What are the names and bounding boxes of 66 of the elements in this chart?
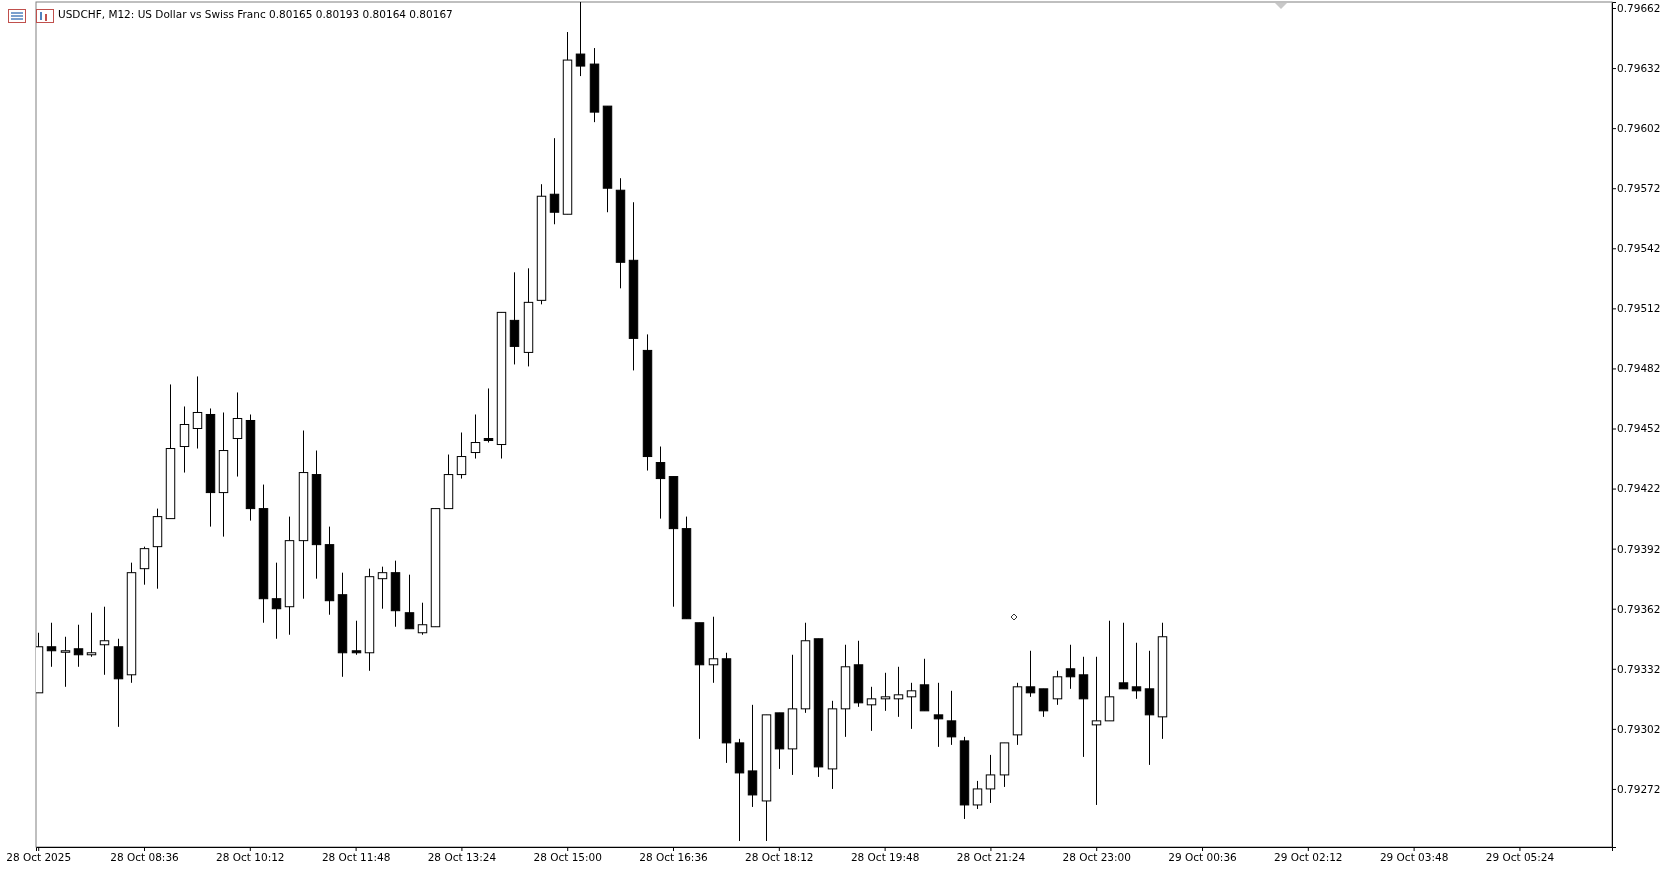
text: USDCHF, M12: US Dollar vs Swiss Franc 0.80165 0.80193 0.80164 0.80167 — [58, 8, 453, 20]
x-tick-label: 29 Oct 03:48 — [1379, 851, 1449, 864]
candlestick — [456, 432, 467, 480]
candlestick — [139, 546, 150, 586]
candlestick — [73, 624, 84, 668]
candlestick — [377, 566, 388, 610]
x-tick-label: 29 Oct 05:24 — [1485, 851, 1555, 864]
candlestick — [549, 137, 560, 225]
candlestick — [271, 562, 282, 640]
candlestick — [893, 666, 904, 718]
x-tick-label: 28 Oct 13:24 — [427, 851, 497, 864]
y-tick-label: 0.79542 — [1617, 242, 1661, 255]
candlestick — [655, 446, 666, 520]
x-tick-label: 28 Oct 2025 — [6, 851, 72, 864]
candlestick — [906, 682, 917, 730]
x-tick-label: 28 Oct 10:12 — [216, 851, 285, 864]
y-tick-label: 0.79362 — [1617, 602, 1661, 615]
candlestick — [946, 690, 957, 746]
y-tick-label: 0.79572 — [1617, 182, 1661, 195]
y-tick-label: 0.79452 — [1617, 422, 1661, 435]
candlestick — [1131, 642, 1142, 700]
y-tick-label: 0.79302 — [1617, 722, 1661, 735]
y-tick-label: 0.79392 — [1617, 542, 1661, 555]
candlestick — [86, 612, 97, 658]
candlestick — [708, 616, 719, 684]
candlestick — [99, 606, 110, 676]
candlestick — [232, 391, 243, 478]
x-tick-label: 28 Oct 16:36 — [639, 851, 709, 864]
candlestick — [1052, 670, 1063, 706]
candlestick — [1118, 622, 1129, 690]
y-tick-label: 0.79422 — [1617, 482, 1661, 495]
y-tick-label: 0.79332 — [1617, 662, 1661, 675]
candlestick — [351, 620, 362, 656]
x-tick-label: 28 Oct 19:48 — [850, 851, 920, 864]
candlestick — [46, 622, 57, 668]
candlestick — [179, 405, 190, 474]
candlestick — [470, 413, 481, 460]
candlestick — [60, 636, 71, 688]
candlestick — [933, 682, 944, 748]
candlestick — [417, 602, 428, 636]
x-tick-label: 28 Oct 18:12 — [745, 851, 814, 864]
x-tick-label: 28 Oct 21:24 — [956, 851, 1026, 864]
x-tick-label: 28 Oct 15:00 — [533, 851, 602, 864]
y-tick-label: 0.79272 — [1617, 782, 1661, 795]
candlestick — [866, 686, 877, 732]
candlestick — [1025, 650, 1036, 698]
candlestick — [1065, 644, 1076, 690]
y-tick-label: 0.79662 — [1617, 1, 1661, 14]
y-tick-label: 0.79482 — [1617, 362, 1661, 375]
candlestick — [1038, 688, 1049, 718]
y-tick-label: 0.79632 — [1617, 61, 1661, 74]
y-tick-label: 0.79512 — [1617, 302, 1661, 315]
x-tick-label: 28 Oct 11:48 — [321, 851, 391, 864]
candlestick — [575, 2, 586, 77]
candlestick — [985, 754, 996, 804]
candlestick — [1091, 656, 1102, 806]
candlestick — [192, 375, 203, 450]
candlestick — [404, 574, 415, 630]
y-tick-label: 0.79602 — [1617, 122, 1661, 135]
candlestick — [972, 780, 983, 810]
candlestick — [483, 387, 494, 444]
x-tick-label: 29 Oct 00:36 — [1168, 851, 1238, 864]
x-tick-label: 28 Oct 23:00 — [1062, 851, 1131, 864]
x-tick-label: 28 Oct 08:36 — [110, 851, 180, 864]
candlestick — [880, 672, 891, 712]
x-tick-label: 29 Oct 02:12 — [1274, 851, 1343, 864]
